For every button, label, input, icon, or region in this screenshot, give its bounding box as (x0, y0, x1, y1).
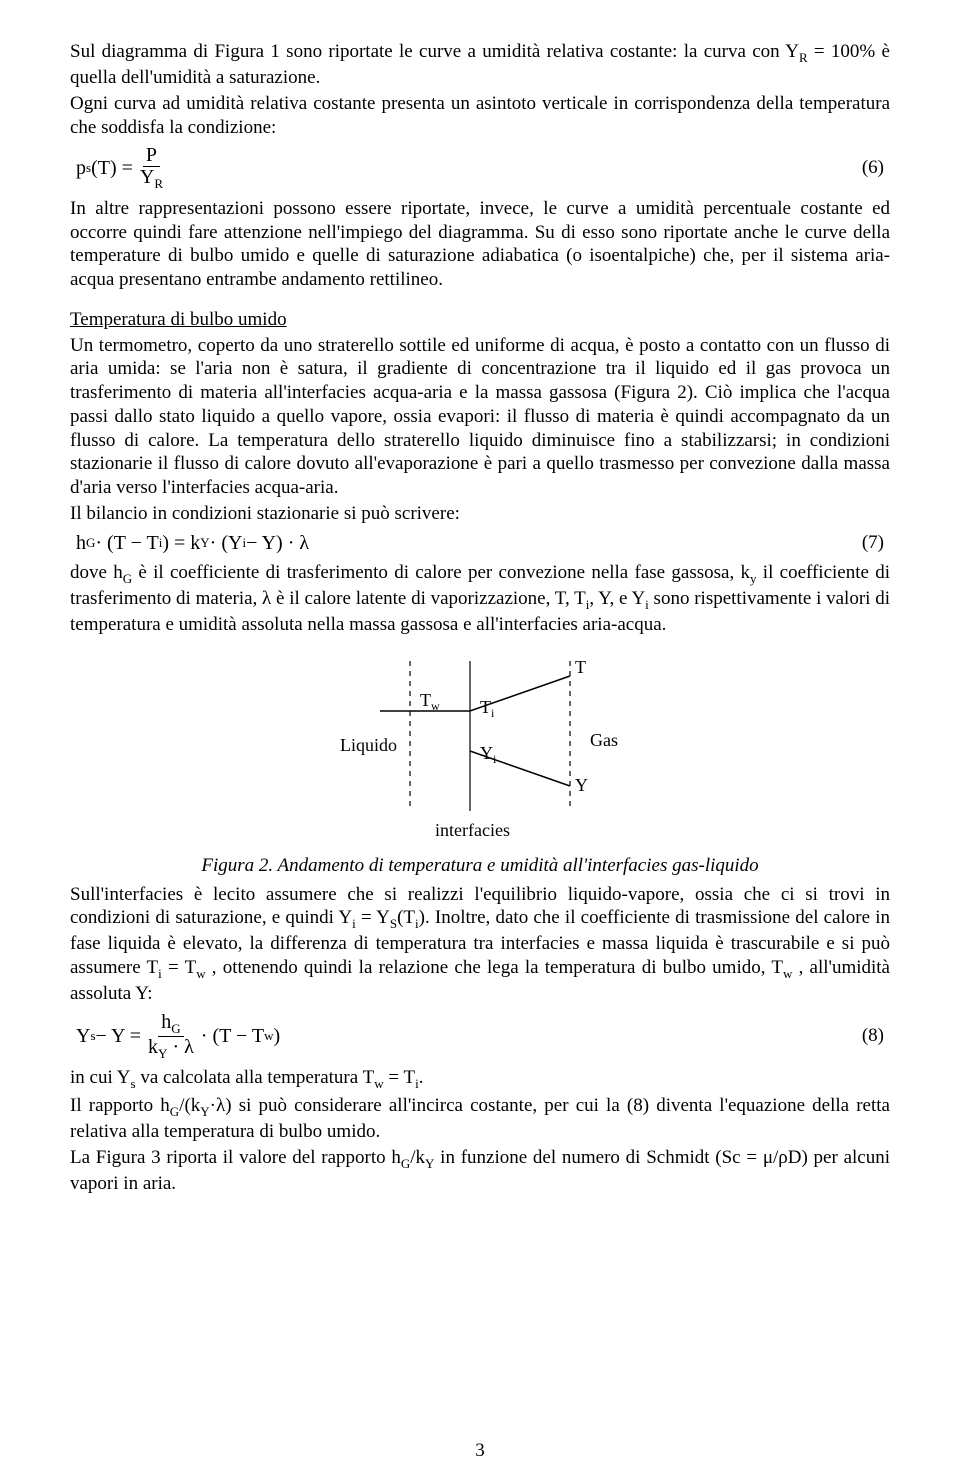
equation-number: (6) (862, 157, 890, 179)
equation-7-content: hG · (T − Ti) = kY · (Yi − Y) · λ (70, 532, 309, 555)
paragraph-6: dove hG è il coefficiente di trasferimen… (70, 561, 890, 637)
label-Tw: Tw (420, 690, 440, 713)
paragraph-10: La Figura 3 riporta il valore del rappor… (70, 1146, 890, 1196)
label-Liquido: Liquido (340, 735, 397, 755)
equation-number: (7) (862, 532, 890, 554)
text: = T (384, 1067, 415, 1088)
label-Ti: Ti (480, 697, 495, 720)
figure-2: T Tw Ti Yi Y Gas Liquido interfacies Fig… (70, 651, 890, 877)
sym: k (148, 1036, 158, 1058)
sym: − Y = (96, 1025, 142, 1048)
text: La Figura 3 riporta il valore del rappor… (70, 1147, 401, 1168)
sym: p (76, 157, 86, 180)
subscript: Y (200, 1104, 209, 1119)
fraction: hG kY · λ (145, 1012, 197, 1060)
denominator: YR (137, 167, 166, 191)
paragraph-9: Il rapporto hG/(kY·λ) si può considerare… (70, 1094, 890, 1144)
figure-2-caption-text: Figura 2. Andamento di temperatura e umi… (201, 855, 758, 876)
document-page: Sul diagramma di Figura 1 sono riportate… (0, 0, 960, 1482)
text: dove h (70, 562, 123, 583)
label-Yi: Yi (480, 743, 497, 766)
denominator: kY · λ (145, 1037, 197, 1061)
label-T: T (575, 657, 586, 677)
sym: · λ (167, 1036, 193, 1058)
sym: · (Y (210, 532, 243, 555)
text: , Y, e Y (589, 588, 645, 609)
equation-6: ps(T) = P YR (6) (70, 145, 890, 191)
figure-2-svg: T Tw Ti Yi Y Gas Liquido interfacies (320, 651, 640, 851)
paragraph-2: Ogni curva ad umidità relativa costante … (70, 92, 890, 140)
subscript: S (390, 916, 397, 931)
section-title: Temperatura di bulbo umido (70, 308, 890, 332)
label-Gas: Gas (590, 730, 618, 750)
subscript: G (401, 1156, 410, 1171)
sym: − Y) · λ (246, 532, 309, 555)
text: /(k (179, 1095, 200, 1116)
text: , ottenendo quindi la relazione che lega… (206, 957, 783, 978)
fraction: P YR (137, 145, 166, 191)
subscript: w (374, 1076, 383, 1091)
label-Y: Y (575, 775, 588, 795)
text: è il coefficiente di trasferimento di ca… (132, 562, 750, 583)
subscript: Y (200, 535, 209, 551)
text: (T (397, 907, 415, 928)
numerator: P (143, 145, 160, 167)
sym: Y (140, 166, 154, 188)
subscript: R (799, 50, 808, 65)
sym: h (76, 532, 86, 555)
sym: Y (76, 1025, 90, 1048)
paragraph-4: Un termometro, coperto da uno straterell… (70, 334, 890, 500)
text: va calcolata alla temperatura T (136, 1067, 375, 1088)
equation-7: hG · (T − Ti) = kY · (Yi − Y) · λ (7) (70, 532, 890, 555)
numerator: hG (158, 1012, 183, 1037)
text: . (419, 1067, 424, 1088)
subscript: w (196, 966, 205, 981)
text: Il rapporto h (70, 1095, 170, 1116)
equation-6-content: ps(T) = P YR (70, 145, 170, 191)
sym: · (T − T (95, 532, 158, 555)
text: /k (410, 1147, 425, 1168)
page-number: 3 (0, 1440, 960, 1462)
equation-number: (8) (862, 1025, 890, 1047)
paragraph-5: Il bilancio in condizioni stazionarie si… (70, 502, 890, 526)
sym: ) = k (162, 532, 200, 555)
subscript: G (170, 1104, 179, 1119)
equation-8-content: Ys − Y = hG kY · λ · (T − Tw) (70, 1012, 280, 1060)
sym: h (161, 1011, 171, 1033)
paragraph-8: in cui Ys va calcolata alla temperatura … (70, 1066, 890, 1092)
subscript: w (783, 966, 792, 981)
text: in cui Y (70, 1067, 131, 1088)
subscript: G (123, 570, 132, 585)
text: Sul diagramma di Figura 1 sono riportate… (70, 41, 799, 62)
subscript: w (264, 1028, 273, 1044)
section-title-text: Temperatura di bulbo umido (70, 309, 287, 330)
paragraph-1: Sul diagramma di Figura 1 sono riportate… (70, 40, 890, 90)
paragraph-3: In altre rappresentazioni possono essere… (70, 197, 890, 292)
sym: · (T − T (201, 1025, 264, 1048)
equation-8: Ys − Y = hG kY · λ · (T − Tw) (8) (70, 1012, 890, 1060)
subscript: R (154, 176, 163, 191)
label-interfacies: interfacies (435, 820, 510, 840)
sym: ) (274, 1025, 281, 1048)
subscript: G (86, 535, 95, 551)
sym: (T) = (91, 157, 133, 180)
subscript: G (171, 1021, 180, 1036)
text: = Y (356, 907, 390, 928)
paragraph-7: Sull'interfacies è lecito assumere che s… (70, 883, 890, 1006)
figure-2-caption: Figura 2. Andamento di temperatura e umi… (201, 855, 758, 877)
text: = T (162, 957, 196, 978)
